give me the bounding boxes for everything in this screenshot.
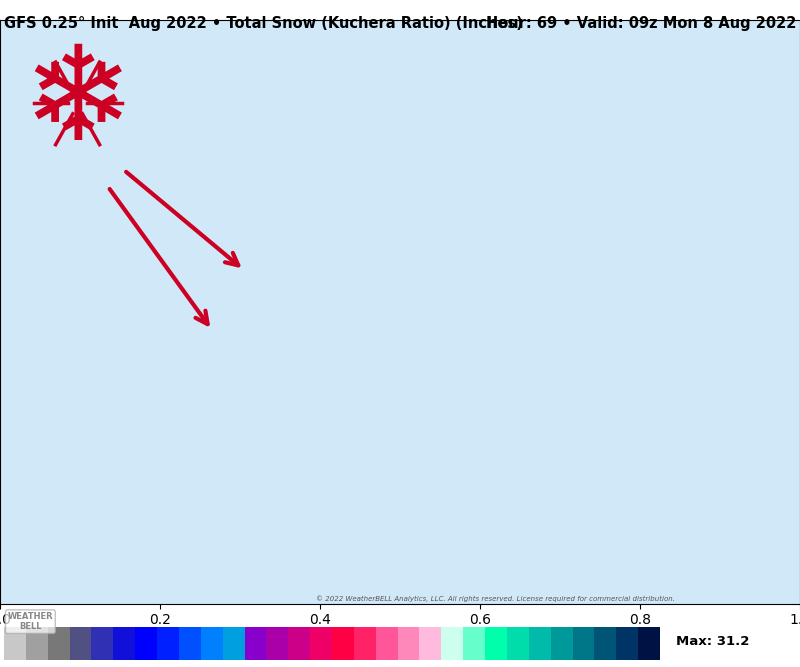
- Bar: [638, 627, 660, 660]
- Bar: [201, 627, 222, 660]
- Bar: [594, 627, 616, 660]
- Text: Max: 31.2: Max: 31.2: [676, 635, 750, 648]
- Bar: [266, 627, 288, 660]
- Bar: [310, 627, 332, 660]
- Text: Hour: 69 • Valid: 09z Mon 8 Aug 2022: Hour: 69 • Valid: 09z Mon 8 Aug 2022: [486, 16, 796, 31]
- Text: ❄: ❄: [22, 40, 133, 167]
- Bar: [179, 627, 201, 660]
- Bar: [616, 627, 638, 660]
- Bar: [114, 627, 135, 660]
- Bar: [91, 627, 114, 660]
- Bar: [288, 627, 310, 660]
- Bar: [354, 627, 376, 660]
- Bar: [463, 627, 485, 660]
- Text: © 2022 WeatherBELL Analytics, LLC. All rights reserved. License required for com: © 2022 WeatherBELL Analytics, LLC. All r…: [317, 596, 675, 602]
- Bar: [245, 627, 266, 660]
- Bar: [573, 627, 594, 660]
- Bar: [398, 627, 419, 660]
- Bar: [419, 627, 442, 660]
- Bar: [48, 627, 70, 660]
- Bar: [442, 627, 463, 660]
- Bar: [135, 627, 157, 660]
- Bar: [157, 627, 179, 660]
- Bar: [26, 627, 48, 660]
- Bar: [222, 627, 245, 660]
- Bar: [332, 627, 354, 660]
- Text: WEATHER
BELL: WEATHER BELL: [7, 612, 54, 632]
- Text: GFS 0.25° Init  Aug 2022 • Total Snow (Kuchera Ratio) (Inches): GFS 0.25° Init Aug 2022 • Total Snow (Ku…: [4, 16, 523, 31]
- Bar: [4, 627, 26, 660]
- Bar: [485, 627, 507, 660]
- Bar: [376, 627, 398, 660]
- Bar: [507, 627, 529, 660]
- Bar: [550, 627, 573, 660]
- Bar: [529, 627, 550, 660]
- Bar: [70, 627, 91, 660]
